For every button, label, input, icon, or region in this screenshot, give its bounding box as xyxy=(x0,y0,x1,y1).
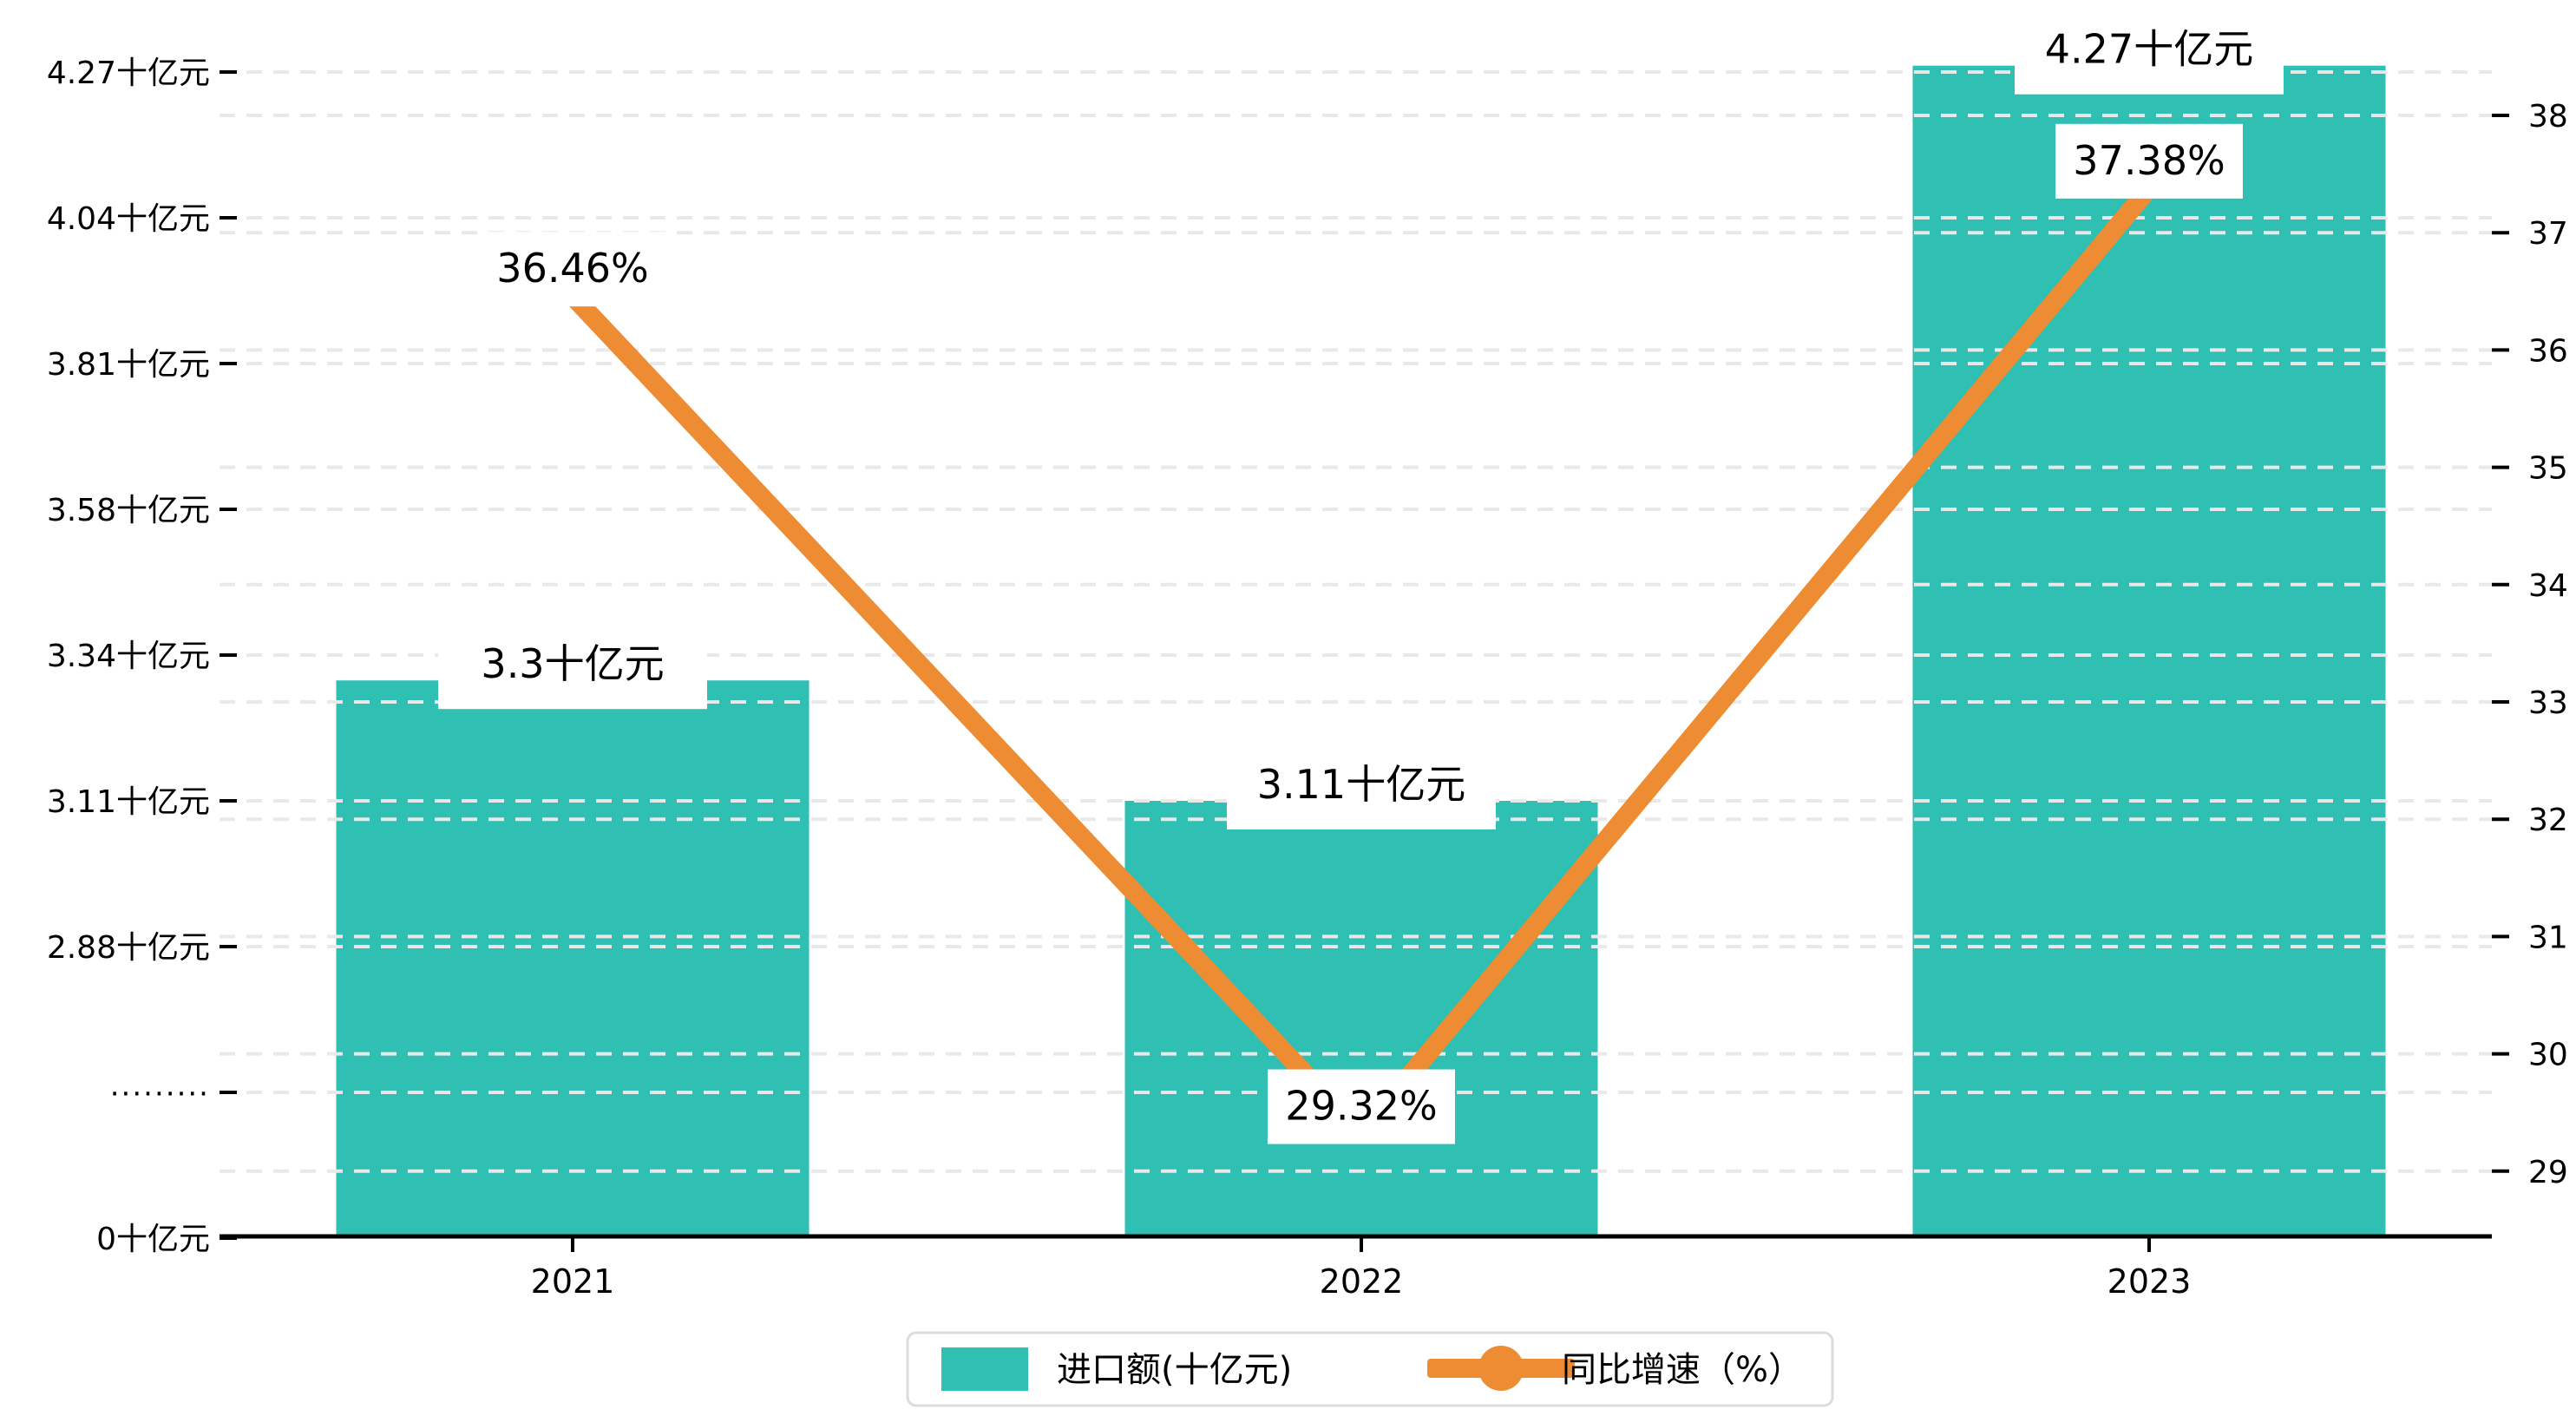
legend-item-growth-label: 同比增速（%） xyxy=(1562,1350,1803,1390)
line-point-label-text: 37.38% xyxy=(2073,137,2225,184)
y-axis-right-tick-label: 38 xyxy=(2528,99,2568,134)
line-point-label-2021: 36.46% xyxy=(479,232,666,307)
legend-item-imports-label: 进口额(十亿元) xyxy=(1057,1350,1292,1390)
y-axis-left-tick-label: 2.88十亿元 xyxy=(47,930,210,966)
bar-value-label-text: 3.3十亿元 xyxy=(481,640,664,687)
bar-value-label-2023: 4.27十亿元 xyxy=(2015,14,2284,95)
y-axis-right-tick-label: 34 xyxy=(2528,568,2568,604)
line-point-label-text: 29.32% xyxy=(1285,1083,1437,1130)
x-axis-label-2023: 2023 xyxy=(2107,1262,2192,1301)
y-axis-right-tick-label: 31 xyxy=(2528,920,2568,955)
line-point-label-box xyxy=(1268,1069,1455,1144)
y-axis-right-tick-label: 32 xyxy=(2528,803,2568,838)
line-point-label-box xyxy=(2055,123,2243,199)
bar-value-label-2021: 3.3十亿元 xyxy=(438,629,707,710)
bar-2023 xyxy=(1912,65,2386,1236)
legend-item-growth: 同比增速（%） xyxy=(1427,1346,1803,1391)
bar-value-label-box xyxy=(438,629,707,710)
y-axis-left-tick-label: 3.81十亿元 xyxy=(47,347,210,383)
x-axis-label-2021: 2021 xyxy=(531,1262,615,1301)
y-axis-left-tick-label: 0十亿元 xyxy=(96,1222,210,1257)
line-point-label-box xyxy=(479,232,666,307)
y-axis-right-tick-label: 35 xyxy=(2528,451,2568,487)
y-axis-left-tick-label: 3.58十亿元 xyxy=(47,493,210,528)
x-axis-label-2022: 2022 xyxy=(1320,1262,1404,1301)
bar-value-label-box xyxy=(1227,750,1496,829)
bar-value-label-box xyxy=(2015,14,2284,95)
y-axis-left-tick-label: 4.27十亿元 xyxy=(47,56,210,91)
bar-value-label-2022: 3.11十亿元 xyxy=(1227,750,1496,829)
bar-2021 xyxy=(336,680,810,1236)
y-axis-right-tick-label: 36 xyxy=(2528,333,2568,369)
line-point-label-2022: 29.32% xyxy=(1268,1069,1455,1144)
line-point-label-2023: 37.38% xyxy=(2055,123,2243,199)
legend-bar-swatch-icon xyxy=(941,1347,1028,1391)
bar-value-label-text: 4.27十亿元 xyxy=(2045,26,2253,73)
y-axis-right-tick-label: 29 xyxy=(2528,1155,2568,1190)
y-axis-right-tick-label: 30 xyxy=(2528,1038,2568,1073)
y-axis-left-tick-label: 3.11十亿元 xyxy=(47,784,210,820)
y-axis-right-tick-label: 37 xyxy=(2528,216,2568,252)
legend: 进口额(十亿元) 同比增速（%） xyxy=(906,1331,1834,1407)
legend-line-dot-icon xyxy=(1478,1346,1524,1391)
legend-box xyxy=(906,1331,1834,1407)
bar-2022 xyxy=(1124,801,1598,1236)
y-axis-break-dots: ········· xyxy=(110,1077,210,1111)
y-axis-left-tick-label: 3.34十亿元 xyxy=(47,639,210,674)
legend-item-imports: 进口额(十亿元) xyxy=(941,1347,1292,1391)
line-point-label-text: 36.46% xyxy=(496,245,648,292)
bar-value-label-text: 3.11十亿元 xyxy=(1257,761,1465,808)
y-axis-left-tick-label: 4.04十亿元 xyxy=(47,201,210,237)
y-axis-right-tick-label: 33 xyxy=(2528,685,2568,721)
